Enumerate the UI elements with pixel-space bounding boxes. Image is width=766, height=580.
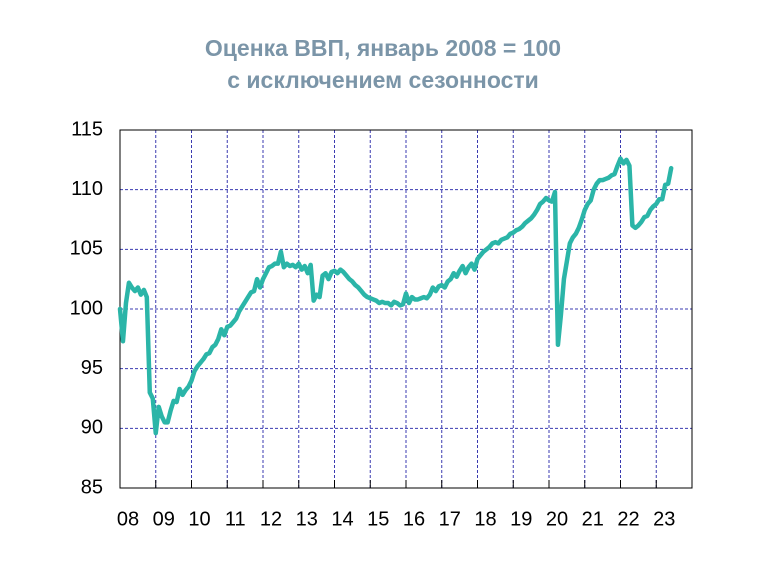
y-tick-label: 115: [71, 118, 103, 140]
x-tick-label: 12: [260, 508, 282, 530]
x-tick-label: 14: [331, 508, 353, 530]
x-tick-label: 10: [188, 508, 210, 530]
data-line: [117, 156, 674, 436]
x-tick-label: 15: [367, 508, 389, 530]
x-tick-label: 18: [474, 508, 496, 530]
x-tick-label: 13: [296, 508, 318, 530]
x-tick-label: 16: [403, 508, 425, 530]
x-tick-label: 11: [225, 508, 246, 530]
x-tick-label: 21: [582, 508, 604, 530]
chart-title: Оценка ВВП, январь 2008 = 100: [205, 35, 561, 61]
y-tick-label: 100: [70, 297, 103, 319]
chart-subtitle: с исключением сезонности: [227, 67, 539, 93]
x-tick-label: 22: [617, 508, 639, 530]
x-tick-label: 23: [653, 508, 675, 530]
y-tick-label: 95: [81, 357, 103, 379]
y-tick-label: 90: [81, 417, 103, 439]
x-tick-label: 20: [546, 508, 568, 530]
y-tick-label: 105: [70, 238, 103, 260]
x-tick-label: 19: [510, 508, 532, 530]
x-tick-label: 09: [153, 508, 175, 530]
y-tick-label: 85: [81, 476, 103, 498]
x-tick-label: 17: [439, 508, 461, 530]
y-tick-label: 110: [71, 178, 103, 200]
x-tick-label: 08: [117, 508, 139, 530]
